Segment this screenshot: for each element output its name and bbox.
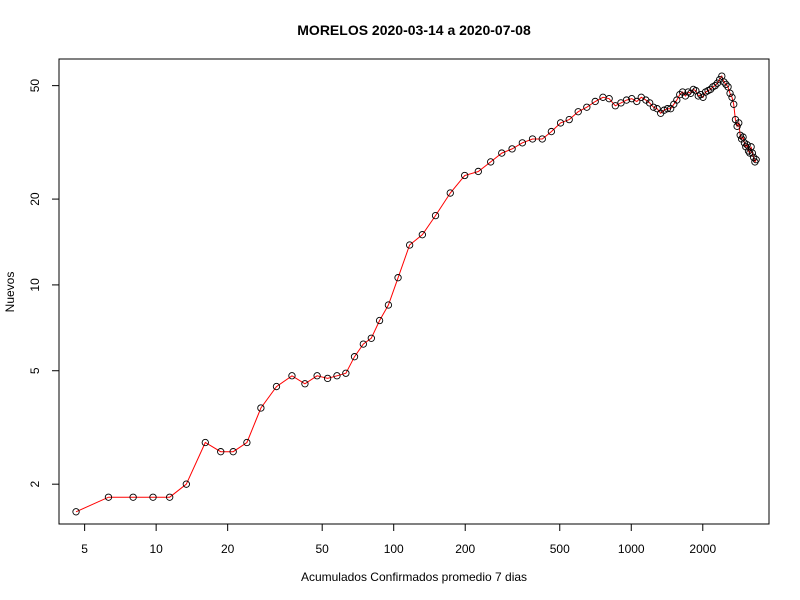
data-point xyxy=(706,85,715,94)
x-axis: 5 10 20 50 100 200 500 1000 2000 xyxy=(81,524,716,556)
data-point xyxy=(660,106,668,114)
data-point xyxy=(72,508,80,516)
data-point xyxy=(663,105,672,113)
data-point xyxy=(182,480,190,488)
data-point xyxy=(384,301,393,309)
y-axis-label: Nuevos xyxy=(3,272,17,313)
data-point xyxy=(752,156,760,164)
data-point xyxy=(711,81,719,90)
data-point xyxy=(350,353,359,361)
data-point xyxy=(583,103,591,111)
data-point xyxy=(605,95,613,103)
data-point xyxy=(367,334,375,342)
y-tick-label: 2 xyxy=(28,481,42,488)
x-tick-label: 2000 xyxy=(689,542,716,556)
data-point xyxy=(726,89,734,97)
data-point xyxy=(375,316,384,325)
data-point xyxy=(474,167,482,176)
series-line xyxy=(75,74,757,513)
data-point xyxy=(528,135,537,143)
data-point xyxy=(243,438,251,447)
data-point xyxy=(518,139,527,147)
data-point xyxy=(104,493,113,501)
data-point xyxy=(508,145,516,153)
data-point xyxy=(653,105,661,113)
y-tick-label: 5 xyxy=(28,367,42,374)
data-point xyxy=(724,83,732,91)
data-point xyxy=(405,241,414,249)
x-axis-label: Acumulados Confirmados promedio 7 dias xyxy=(301,570,527,584)
data-point xyxy=(129,493,137,501)
data-point xyxy=(591,97,599,106)
data-point xyxy=(313,372,321,380)
x-tick-label: 500 xyxy=(550,542,570,556)
data-point xyxy=(217,448,225,456)
x-tick-label: 1000 xyxy=(618,542,645,556)
series xyxy=(72,72,760,516)
data-point xyxy=(645,99,654,107)
chart-title: MORELOS 2020-03-14 a 2020-07-08 xyxy=(297,22,531,38)
y-tick-label: 10 xyxy=(28,278,42,292)
data-point xyxy=(431,211,440,220)
data-point xyxy=(487,158,495,166)
x-tick-label: 200 xyxy=(455,542,475,556)
data-point xyxy=(574,108,582,116)
x-tick-label: 5 xyxy=(81,542,88,556)
data-point xyxy=(538,135,546,143)
plot-frame xyxy=(58,58,770,525)
data-point xyxy=(720,78,728,86)
data-point xyxy=(418,231,427,239)
x-tick-label: 100 xyxy=(384,542,404,556)
data-point xyxy=(359,340,367,348)
data-point xyxy=(750,153,758,162)
data-point xyxy=(272,382,281,391)
data-point xyxy=(257,404,265,412)
data-point xyxy=(323,374,332,383)
data-point xyxy=(166,493,174,501)
data-point xyxy=(748,149,757,157)
data-point xyxy=(342,369,350,377)
data-point xyxy=(446,189,454,197)
data-point xyxy=(288,372,296,380)
data-point xyxy=(229,448,237,456)
data-point xyxy=(461,171,469,180)
data-point xyxy=(733,122,741,130)
data-point xyxy=(744,147,753,155)
data-point xyxy=(633,97,641,106)
data-point xyxy=(565,115,573,124)
data-point xyxy=(333,372,341,380)
data-point xyxy=(301,380,309,388)
data-point xyxy=(730,100,738,108)
data-point xyxy=(547,127,556,136)
data-point xyxy=(149,493,157,501)
data-point xyxy=(201,438,209,447)
data-point xyxy=(735,119,743,127)
y-tick-label: 50 xyxy=(28,79,42,93)
data-point xyxy=(394,274,402,282)
data-point xyxy=(722,80,730,89)
data-point xyxy=(622,96,631,104)
data-point xyxy=(649,103,658,111)
data-point xyxy=(673,96,681,104)
x-tick-label: 20 xyxy=(221,542,235,556)
data-point xyxy=(728,93,736,101)
data-point xyxy=(611,102,619,110)
y-axis: 2 5 10 20 50 xyxy=(28,79,59,488)
data-point xyxy=(617,99,625,107)
x-tick-label: 10 xyxy=(149,542,163,556)
data-point xyxy=(498,149,506,157)
x-tick-label: 50 xyxy=(316,542,330,556)
data-point xyxy=(556,119,565,127)
y-tick-label: 20 xyxy=(28,192,42,206)
